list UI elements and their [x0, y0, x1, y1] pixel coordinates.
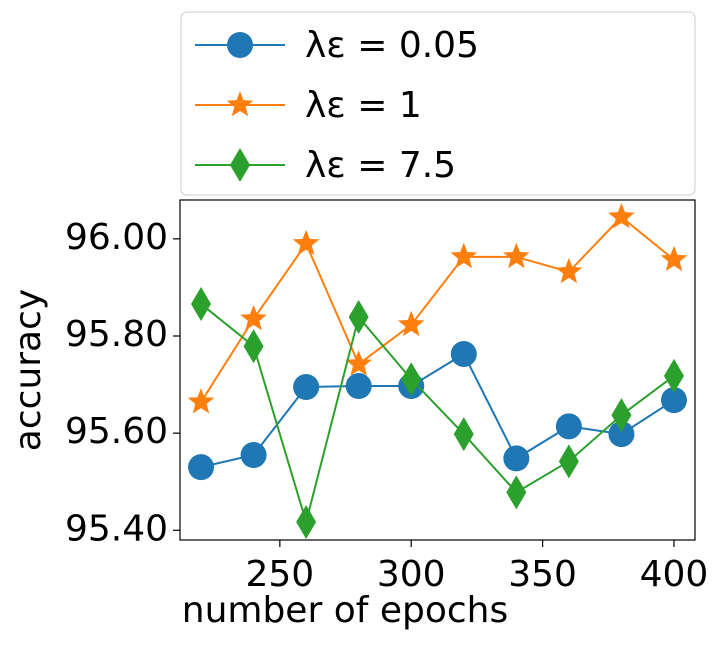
- series-line: [200, 215, 675, 403]
- marker: [226, 91, 254, 117]
- marker: [243, 329, 264, 364]
- marker: [188, 454, 215, 481]
- marker: [660, 245, 688, 272]
- marker: [293, 374, 320, 400]
- marker: [608, 421, 635, 448]
- marker: [292, 229, 320, 255]
- y-axis-label: accuracy: [8, 289, 49, 451]
- marker: [345, 350, 372, 376]
- marker: [555, 413, 582, 440]
- legend-label: λε = 1: [305, 85, 422, 126]
- marker: [450, 242, 478, 269]
- marker: [348, 300, 369, 335]
- marker: [397, 310, 425, 337]
- y-tick-label: 96.00: [65, 217, 168, 258]
- marker: [345, 373, 372, 400]
- series-line: [200, 303, 675, 526]
- marker: [240, 305, 267, 331]
- x-tick-label: 400: [640, 554, 709, 595]
- legend-label: λε = 7.5: [305, 145, 456, 186]
- marker: [227, 32, 253, 58]
- marker: [611, 398, 632, 433]
- x-tick-label: 250: [245, 554, 314, 595]
- marker: [503, 242, 530, 269]
- legend-box: [180, 11, 696, 196]
- y-tick-label: 95.60: [65, 411, 168, 452]
- y-tick-label: 95.80: [65, 314, 168, 355]
- marker: [230, 148, 250, 182]
- x-axis-label: number of epochs: [182, 590, 508, 631]
- marker: [187, 388, 215, 414]
- marker: [608, 203, 635, 229]
- plot-frame: [179, 199, 696, 541]
- marker: [401, 362, 422, 397]
- marker: [660, 387, 687, 414]
- marker: [450, 340, 477, 367]
- x-tick-label: 300: [377, 554, 446, 595]
- marker: [558, 444, 579, 479]
- x-tick-label: 350: [508, 554, 577, 595]
- y-tick-label: 95.40: [65, 508, 168, 549]
- marker: [555, 257, 583, 284]
- marker: [663, 358, 684, 393]
- marker: [453, 417, 474, 452]
- marker: [503, 445, 530, 472]
- marker: [296, 505, 317, 540]
- marker: [240, 442, 267, 468]
- marker: [191, 286, 212, 321]
- legend-label: λε = 0.05: [305, 25, 479, 66]
- series-line: [200, 352, 675, 469]
- marker: [506, 475, 527, 510]
